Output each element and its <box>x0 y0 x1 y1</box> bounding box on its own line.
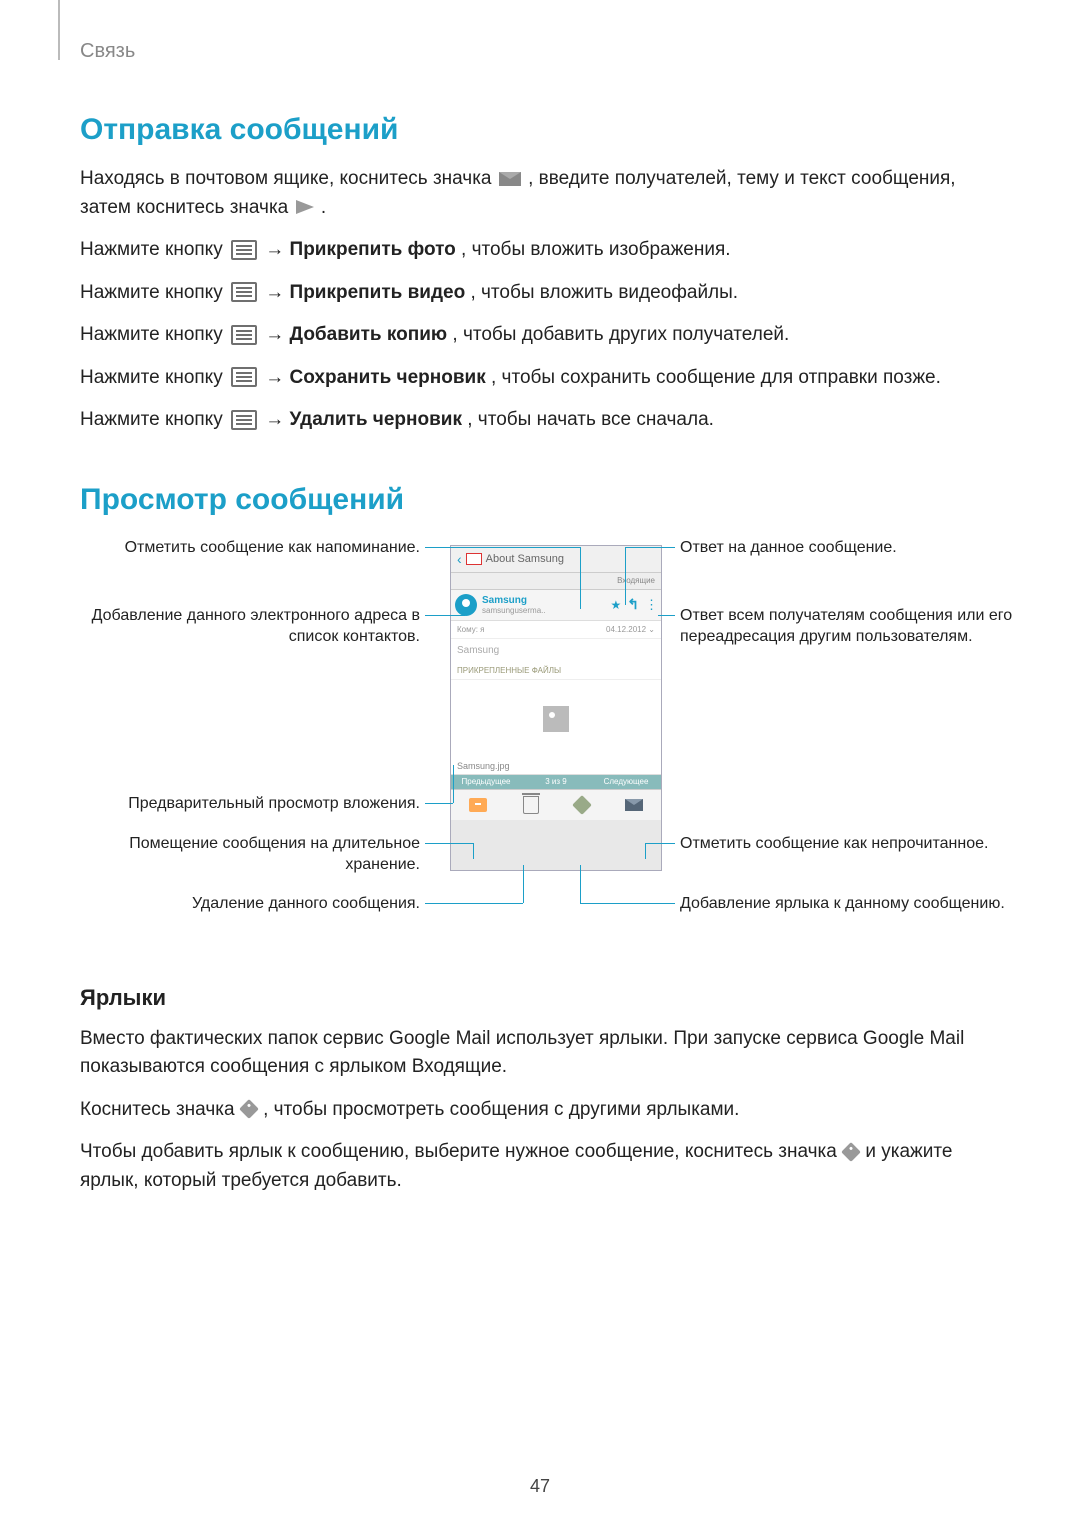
gmail-icon <box>466 553 482 565</box>
date: 04.12.2012 ⌄ <box>606 625 655 634</box>
section1-p1: Находясь в почтовом ящике, коснитесь зна… <box>80 165 1010 222</box>
compose-icon <box>499 172 521 186</box>
section1-line2: Нажмите кнопку → Прикрепить фото , чтобы… <box>80 236 1010 265</box>
l2post: , чтобы вложить изображения. <box>461 239 731 260</box>
leader <box>645 843 675 844</box>
section1-line4: Нажмите кнопку → Добавить копию , чтобы … <box>80 321 1010 350</box>
leader <box>473 843 474 859</box>
label-icon <box>239 1100 259 1120</box>
mail-icon <box>625 799 643 811</box>
phone-toolbar <box>451 789 661 820</box>
archive-icon <box>469 798 487 812</box>
section1-line3: Нажмите кнопку → Прикрепить видео , чтоб… <box>80 279 1010 308</box>
leader <box>523 865 524 903</box>
nav-prev: Предыдущее <box>451 777 521 786</box>
p1a: Находясь в почтовом ящике, коснитесь зна… <box>80 168 497 189</box>
leader <box>625 547 675 548</box>
leader <box>425 547 580 548</box>
label-toolbar-icon <box>572 795 592 815</box>
attach-box <box>451 680 661 758</box>
trash-icon <box>523 796 539 814</box>
arrow: → <box>265 239 289 260</box>
leader <box>580 903 675 904</box>
leader <box>658 615 675 616</box>
body-text: Samsung <box>451 639 661 662</box>
callout-unread: Отметить сообщение как непрочитанное. <box>680 833 1020 855</box>
l2bold: Прикрепить фото <box>290 239 456 260</box>
sender-row: Samsung samsunguserma.. ★ ↰ ⋮ <box>451 590 661 621</box>
diagram: ‹ About Samsung Входящие Samsung samsung… <box>80 535 1010 955</box>
callout-label: Добавление ярлыка к данному сообщению. <box>680 893 1020 915</box>
section3-p2: Коснитесь значка , чтобы просмотреть соо… <box>80 1096 1010 1125</box>
section3-p1: Вместо фактических папок сервис Google M… <box>80 1025 1010 1082</box>
sender-name: Samsung <box>482 595 608 606</box>
section3-title: Ярлыки <box>80 985 1010 1011</box>
phone-title: About Samsung <box>486 553 564 565</box>
reply-icon: ↰ <box>627 596 639 613</box>
tab-bar: Входящие <box>451 573 661 590</box>
callout-reply: Ответ на данное сообщение. <box>680 537 1020 559</box>
dots-icon: ⋮ <box>645 600 657 610</box>
sender-addr: samsunguserma.. <box>482 606 608 615</box>
section1-title: Отправка сообщений <box>80 113 1010 147</box>
nav-next: Следующее <box>591 777 661 786</box>
menu-icon <box>231 282 257 302</box>
avatar <box>455 594 477 616</box>
section2-title: Просмотр сообщений <box>80 483 1010 517</box>
leader <box>645 843 646 859</box>
leader <box>453 765 454 803</box>
sender-info: Samsung samsunguserma.. <box>482 595 608 615</box>
star-icon: ★ <box>611 598 622 612</box>
leader <box>425 615 465 616</box>
menu-icon <box>231 410 257 430</box>
label-icon <box>841 1142 861 1162</box>
l2pre: Нажмите кнопку <box>80 239 228 260</box>
p2b: , чтобы просмотреть сообщения с другими … <box>263 1099 739 1120</box>
p2a: Коснитесь значка <box>80 1099 240 1120</box>
section3-p3: Чтобы добавить ярлык к сообщению, выбери… <box>80 1138 1010 1195</box>
meta-row: Кому: я 04.12.2012 ⌄ <box>451 621 661 639</box>
phone-mock: ‹ About Samsung Входящие Samsung samsung… <box>450 545 662 871</box>
menu-icon <box>231 367 257 387</box>
callout-contact: Добавление данного электронного адреса в… <box>80 605 420 648</box>
menu-icon <box>231 240 257 260</box>
send-icon <box>296 200 314 214</box>
back-icon: ‹ <box>457 551 462 567</box>
leader <box>425 843 473 844</box>
callout-star: Отметить сообщение как напоминание. <box>80 537 420 559</box>
p1c: . <box>321 197 326 218</box>
callout-archive: Помещение сообщения на длительное хранен… <box>80 833 420 876</box>
phone-header: ‹ About Samsung <box>451 546 661 573</box>
to: Кому: я <box>457 625 484 634</box>
breadcrumb: Связь <box>80 40 1010 63</box>
leader <box>625 547 626 605</box>
nav-count: 3 из 9 <box>521 777 591 786</box>
page-number: 47 <box>0 1476 1080 1497</box>
side-rule <box>58 0 60 60</box>
attach-hdr: ПРИКРЕПЛЕННЫЕ ФАЙЛЫ <box>451 662 661 680</box>
p3a: Чтобы добавить ярлык к сообщению, выбери… <box>80 1141 842 1162</box>
section1-line6: Нажмите кнопку → Удалить черновик , чтоб… <box>80 406 1010 435</box>
leader <box>580 865 581 903</box>
callout-delete: Удаление данного сообщения. <box>80 893 420 915</box>
leader <box>425 903 523 904</box>
section1-line5: Нажмите кнопку → Сохранить черновик , чт… <box>80 364 1010 393</box>
nav-row: Предыдущее 3 из 9 Следующее <box>451 775 661 789</box>
menu-icon <box>231 325 257 345</box>
callout-preview: Предварительный просмотр вложения. <box>80 793 420 815</box>
attach-name: Samsung.jpg <box>451 758 661 775</box>
leader <box>580 547 581 609</box>
callout-replyall: Ответ всем получателям сообщения или его… <box>680 605 1020 648</box>
image-placeholder-icon <box>543 706 569 732</box>
leader <box>425 803 453 804</box>
